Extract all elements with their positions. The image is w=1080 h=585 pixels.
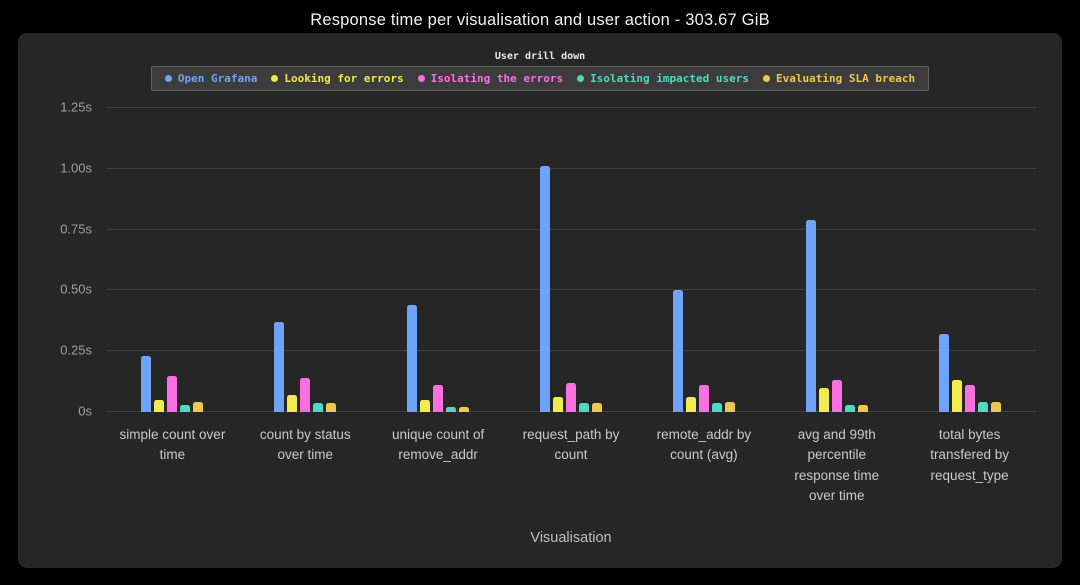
bar-group	[372, 107, 505, 412]
gridline	[106, 107, 1036, 108]
x-category-label: total bytes transfered by request_type	[930, 427, 1009, 483]
bar-open-grafana[interactable]	[407, 305, 418, 412]
bar-group	[637, 107, 770, 412]
x-category-label: count by status over time	[259, 427, 351, 463]
legend-item-label: Isolating the errors	[430, 72, 564, 85]
y-tick-label: 0.25s	[60, 342, 92, 358]
bar-evaluating-sla-breach[interactable]	[592, 403, 602, 412]
y-axis: 0s 0.25s 0.50s 0.75s 1.00s 1.25s	[42, 100, 106, 419]
bar-isolating-the-errors[interactable]	[831, 380, 842, 412]
bar-isolating-the-errors[interactable]	[167, 376, 178, 412]
legend-dot	[763, 75, 771, 82]
legend-dot	[577, 75, 585, 82]
legend-items: Open Grafana Looking for errors Isolating …	[150, 66, 930, 91]
bar-isolating-impacted-users[interactable]	[579, 403, 589, 412]
legend: User drill down Open Grafana Looking for …	[18, 33, 1062, 91]
gridline	[106, 289, 1036, 290]
x-category-label: avg and 99th percentile response time ov…	[794, 427, 880, 503]
bar-isolating-impacted-users[interactable]	[711, 403, 722, 412]
x-axis-labels: simple count over time count by status ov…	[106, 412, 1036, 506]
bar-isolating-the-errors[interactable]	[964, 385, 975, 412]
legend-item-open-grafana[interactable]: Open Grafana	[164, 72, 258, 85]
bar-open-grafana[interactable]	[938, 334, 949, 412]
legend-item-looking-for-errors[interactable]: Looking for errors	[271, 72, 404, 85]
legend-dot	[417, 75, 425, 82]
legend-item-isolating-the-errors[interactable]: Isolating the errors	[417, 72, 564, 85]
chart-panel: User drill down Open Grafana Looking for …	[18, 33, 1062, 568]
gridline	[106, 350, 1036, 351]
bar-isolating-impacted-users[interactable]	[180, 405, 191, 412]
bar-looking-for-errors[interactable]	[154, 400, 165, 412]
bar-isolating-the-errors[interactable]	[433, 385, 444, 412]
bar-isolating-the-errors[interactable]	[566, 383, 576, 412]
bar-group	[505, 107, 638, 412]
bar-isolating-impacted-users[interactable]	[977, 402, 988, 412]
bar-looking-for-errors[interactable]	[287, 395, 298, 412]
bar-looking-for-errors[interactable]	[951, 380, 962, 412]
x-category-label: remote_addr by count (avg)	[656, 427, 752, 463]
legend-item-isolating-impacted-users[interactable]: Isolating impacted users	[577, 72, 749, 85]
legend-item-evaluating-sla-breach[interactable]: Evaluating SLA breach	[763, 72, 915, 85]
bar-open-grafana[interactable]	[805, 220, 816, 412]
legend-dot	[164, 75, 172, 82]
legend-item-label: Open Grafana	[177, 72, 258, 85]
bar-group	[106, 107, 239, 412]
bar-isolating-impacted-users[interactable]	[446, 407, 457, 412]
bar-evaluating-sla-breach[interactable]	[459, 407, 470, 412]
bar-isolating-impacted-users[interactable]	[844, 405, 855, 412]
bar-looking-for-errors[interactable]	[553, 397, 563, 412]
x-category-label: request_path by count	[522, 427, 620, 463]
bar-open-grafana[interactable]	[672, 290, 683, 412]
bar-evaluating-sla-breach[interactable]	[857, 405, 868, 412]
x-category-label: simple count over time	[119, 427, 226, 463]
bar-evaluating-sla-breach[interactable]	[724, 402, 735, 412]
bar-looking-for-errors[interactable]	[818, 388, 829, 412]
bar-open-grafana[interactable]	[540, 166, 550, 412]
legend-item-label: Isolating impacted users	[590, 72, 750, 85]
y-tick-label: 0.50s	[60, 281, 92, 297]
bar-isolating-the-errors[interactable]	[300, 378, 311, 412]
legend-item-label: Looking for errors	[284, 72, 404, 85]
bar-isolating-the-errors[interactable]	[698, 385, 709, 412]
bar-open-grafana[interactable]	[141, 356, 152, 412]
gridline	[106, 168, 1036, 169]
bar-evaluating-sla-breach[interactable]	[990, 402, 1001, 412]
bar-looking-for-errors[interactable]	[685, 397, 696, 412]
bar-isolating-impacted-users[interactable]	[313, 403, 324, 412]
bar-evaluating-sla-breach[interactable]	[326, 403, 337, 412]
x-axis-title: Visualisation	[530, 530, 612, 546]
legend-item-label: Evaluating SLA breach	[776, 72, 916, 85]
bar-group	[239, 107, 372, 412]
y-tick-label: 0s	[78, 403, 92, 419]
legend-title: User drill down	[494, 51, 586, 62]
y-tick-label: 1.25s	[60, 99, 92, 115]
bar-group	[903, 107, 1036, 412]
legend-dot	[271, 75, 279, 82]
y-tick-label: 0.75s	[60, 221, 92, 237]
chart: 0s 0.25s 0.50s 0.75s 1.00s 1.25s simple count…	[42, 100, 1036, 546]
bar-open-grafana[interactable]	[274, 322, 285, 412]
y-tick-label: 1.00s	[60, 160, 92, 176]
bar-groups	[106, 107, 1036, 412]
gridline	[106, 229, 1036, 230]
x-category-label: unique count of remove_addr	[391, 427, 485, 463]
bar-group	[770, 107, 903, 412]
chart-title: Response time per visualisation and user…	[310, 11, 770, 29]
plot-area	[106, 107, 1036, 412]
bar-looking-for-errors[interactable]	[420, 400, 431, 412]
bar-evaluating-sla-breach[interactable]	[193, 402, 204, 412]
